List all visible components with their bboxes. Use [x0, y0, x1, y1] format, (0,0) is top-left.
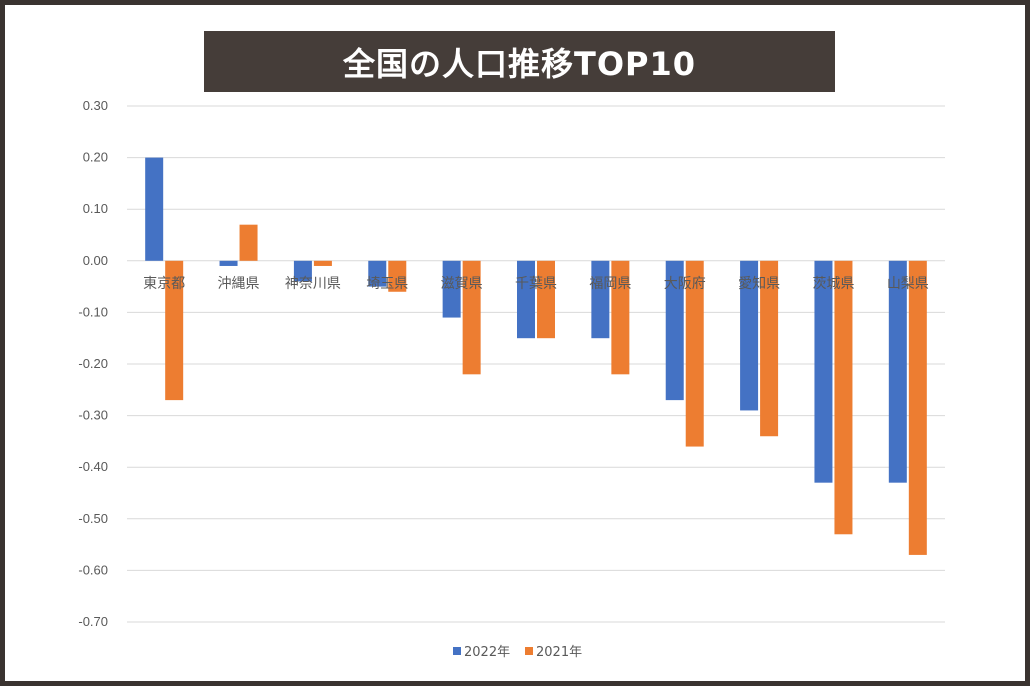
bar-2022: [145, 157, 164, 261]
category-label: 埼玉県: [366, 276, 408, 292]
category-label: 山梨県: [887, 276, 929, 292]
bar-2021: [388, 260, 407, 292]
y-tick-label: -0.20: [78, 356, 108, 371]
legend: 2022年 2021年: [453, 645, 582, 660]
y-tick-label: 0.20: [83, 150, 108, 165]
bar-2022: [888, 260, 907, 483]
y-tick-label: 0.30: [83, 98, 108, 113]
category-label: 大阪府: [664, 276, 706, 292]
bar-2022: [293, 260, 312, 282]
bar-2022: [368, 260, 387, 287]
legend-label: 2022年: [464, 645, 510, 660]
y-tick-label: -0.30: [78, 408, 108, 423]
category-label: 沖縄県: [218, 276, 260, 292]
chart-title: 全国の人口推移TOP10: [342, 44, 697, 83]
bar-2021: [462, 260, 481, 375]
y-tick-label: -0.40: [78, 459, 108, 474]
bar-2022: [442, 260, 461, 318]
bar-2021: [537, 260, 555, 339]
category-label: 福岡県: [589, 276, 631, 292]
category-label: 茨城県: [812, 276, 854, 292]
bar-2021: [165, 260, 184, 401]
gridlines: [127, 105, 945, 623]
bar-2022: [219, 260, 238, 266]
y-tick-label: 0.00: [83, 253, 108, 268]
bars: [145, 157, 927, 555]
category-label: 千葉県: [515, 276, 557, 292]
y-axis-ticks: 0.30 0.20 0.10 0.00 -0.10 -0.20 -0.30 -0.40 -0.5…: [78, 98, 108, 629]
legend-swatch: [525, 647, 533, 655]
y-tick-label: -0.70: [78, 614, 108, 629]
category-label: 愛知県: [738, 275, 780, 292]
y-tick-label: 0.10: [83, 201, 108, 216]
bar-2022: [665, 260, 684, 401]
bar-2021: [313, 260, 332, 266]
bar-2021: [760, 260, 779, 437]
title-banner: 全国の人口推移TOP10: [204, 31, 835, 92]
category-label: 東京都: [143, 276, 185, 292]
y-tick-label: -0.50: [78, 511, 108, 526]
y-tick-label: -0.10: [78, 304, 108, 319]
bar-2021: [611, 260, 630, 375]
bar-2022: [517, 260, 535, 339]
bar-2021: [239, 224, 258, 261]
legend-swatch: [453, 647, 461, 655]
bar-2021: [834, 260, 853, 535]
category-label: 滋賀県: [441, 276, 483, 292]
y-tick-label: -0.60: [78, 562, 108, 577]
legend-label: 2021年: [536, 645, 582, 660]
bar-2022: [740, 260, 759, 411]
bar-2022: [814, 260, 833, 483]
category-labels: 東京都 沖縄県 神奈川県 埼玉県 滋賀県 千葉県 福岡県 大阪府 愛知県 茨城県 山梨県: [143, 275, 929, 292]
category-label: 神奈川県: [285, 276, 341, 292]
bar-2021: [685, 260, 704, 447]
bar-2021: [908, 260, 927, 555]
bar-2022: [591, 260, 610, 339]
